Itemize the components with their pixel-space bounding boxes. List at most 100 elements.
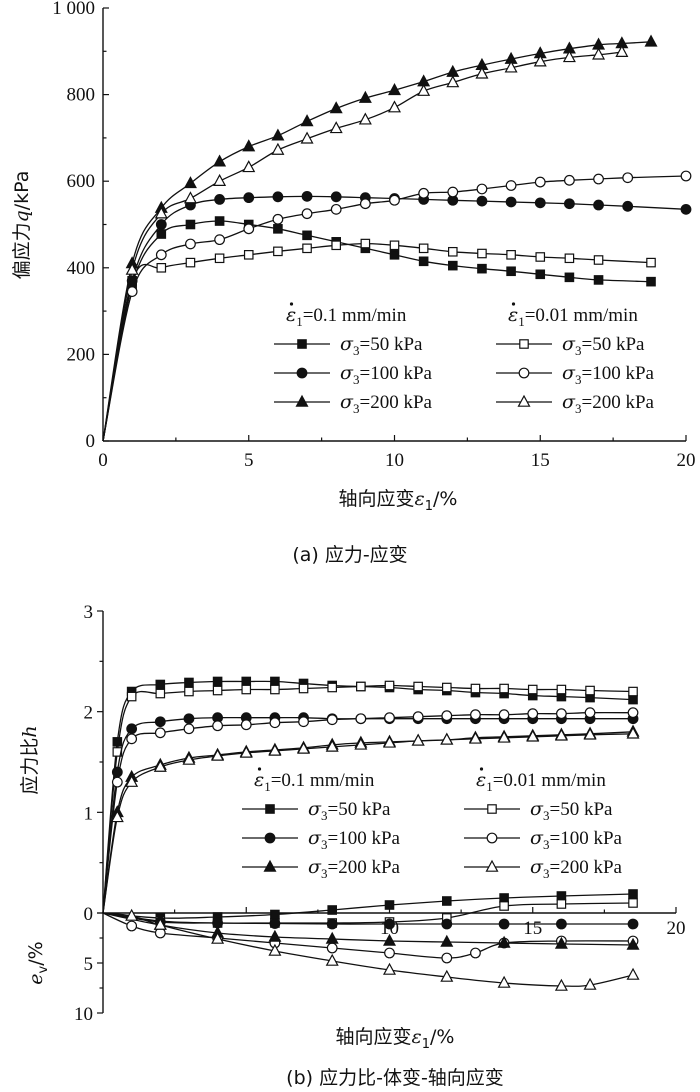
b-lower-data-point: [327, 905, 337, 915]
b-lower-data-point: [382, 962, 397, 975]
b-upper-data-point: [183, 713, 195, 725]
a-legend-entry: σ3=100 kPa: [340, 362, 433, 387]
b-lower-series-line: [102, 912, 634, 959]
b-upper-series-6: [102, 726, 640, 914]
b-upper-data-point: [184, 677, 194, 688]
a-data-point: [387, 100, 402, 113]
a-legend-entry: σ3=100 kPa: [562, 362, 655, 387]
b-legend-marker: [264, 832, 276, 844]
b-upper-data-point: [497, 730, 511, 743]
a-data-point: [417, 83, 431, 96]
a-series-4: [102, 170, 692, 442]
b-lower-data-point: [556, 899, 567, 909]
b-lower-data-point: [384, 900, 395, 910]
b-upper-data-point: [268, 743, 282, 756]
a-data-point: [564, 253, 575, 264]
a-data-point: [300, 131, 314, 144]
a-data-point: [185, 219, 196, 230]
b-lower-data-point: [125, 908, 139, 921]
a-data-point: [593, 173, 604, 185]
b-upper-data-point: [239, 745, 253, 758]
b-upper-data-point: [384, 712, 395, 724]
b-upper-data-point: [470, 683, 481, 694]
b-upper-series-line: [102, 731, 634, 914]
b-upper-y-tick-label: 2: [84, 703, 94, 724]
a-y-tick-label: 200: [67, 344, 96, 365]
b-legend-marker: [263, 859, 277, 872]
b-lower-data-point: [441, 952, 453, 964]
b-lower-data-point: [554, 978, 568, 991]
b-lower-data-point: [626, 967, 640, 980]
b-lower-data-point: [556, 891, 567, 901]
b-upper-series-4: [102, 707, 639, 914]
a-data-point: [387, 83, 402, 96]
b-upper-y-tick-label: 0: [84, 904, 94, 925]
b-upper-data-point: [556, 708, 567, 720]
a-data-point: [213, 154, 227, 167]
b-legend-header: ε1=0.1 mm/min: [254, 769, 375, 794]
a-data-point: [680, 170, 692, 182]
a-data-point: [358, 90, 372, 103]
b-upper-data-point: [327, 682, 337, 693]
a-y-tick-label: 1 000: [52, 0, 95, 19]
a-data-point: [593, 275, 604, 285]
a-data-point: [593, 199, 604, 211]
b-upper-data-point: [355, 713, 367, 725]
b-lower-data-point: [498, 918, 510, 930]
b-legend-marker: [486, 832, 498, 844]
a-legend-marker: [519, 339, 529, 349]
a-data-point: [302, 243, 312, 254]
b-lower-series-line: [102, 912, 633, 925]
b-upper-data-point: [184, 686, 194, 697]
b-legend: ε1=0.1 mm/min ε1=0.01 mm/min σ3=50 kPa σ3=1…: [242, 767, 623, 881]
a-data-point: [418, 256, 429, 267]
b-legend-entry: σ3=100 kPa: [530, 827, 623, 852]
a-data-point: [185, 257, 196, 268]
a-data-point: [273, 224, 283, 234]
b-upper-data-point: [154, 716, 166, 728]
b-upper-series-line: [102, 680, 634, 914]
a-rate-dot: [289, 302, 294, 306]
a-data-point: [271, 142, 285, 155]
a-data-point: [389, 194, 400, 206]
a-data-point: [506, 266, 516, 277]
a-data-point: [535, 269, 546, 280]
a-data-point: [271, 128, 285, 141]
b-legend-entry: σ3=50 kPa: [530, 798, 613, 823]
a-data-point: [183, 176, 197, 189]
a-data-point: [330, 191, 342, 203]
b-upper-data-point: [325, 739, 339, 752]
b-lower-series-line: [102, 893, 634, 919]
a-data-point: [622, 200, 634, 212]
a-data-point: [183, 191, 197, 204]
b-upper-data-point: [126, 691, 137, 702]
b-lower-data-point: [326, 918, 338, 930]
a-legend-marker: [296, 367, 308, 379]
b-lower-data-point: [325, 953, 339, 966]
b-upper-data-point: [468, 731, 482, 744]
b-lower-data-point: [269, 918, 281, 929]
a-data-point: [330, 203, 342, 215]
a-data-point: [505, 180, 517, 191]
b-upper-data-point: [628, 694, 638, 705]
b-upper-data-point: [182, 752, 196, 765]
b-lower-data-point: [153, 917, 167, 930]
b-upper-series-2: [102, 680, 638, 914]
b-upper-data-point: [240, 719, 252, 731]
b-lower-data-point: [470, 947, 481, 959]
a-data-point: [214, 193, 226, 205]
b-lower-data-point: [211, 931, 225, 944]
a-data-point: [243, 223, 255, 235]
a-data-point: [272, 213, 284, 225]
panel-a: 0 200 400 600 800 1 000 0 5 10 15 20 偏应力q/kPa 轴向应变ε1…: [11, 0, 696, 566]
a-data-point: [389, 250, 400, 260]
a-legend-entry: σ3=50 kPa: [562, 333, 645, 358]
a-data-point: [301, 208, 313, 220]
b-upper-data-point: [356, 681, 366, 692]
b-lower-data-point: [554, 936, 568, 949]
b-upper-data-point: [498, 709, 510, 721]
a-data-point: [272, 191, 284, 203]
b-lower-data-point: [627, 918, 639, 930]
a-caption: (a) 应力-应变: [292, 544, 407, 566]
a-data-point: [476, 195, 488, 207]
